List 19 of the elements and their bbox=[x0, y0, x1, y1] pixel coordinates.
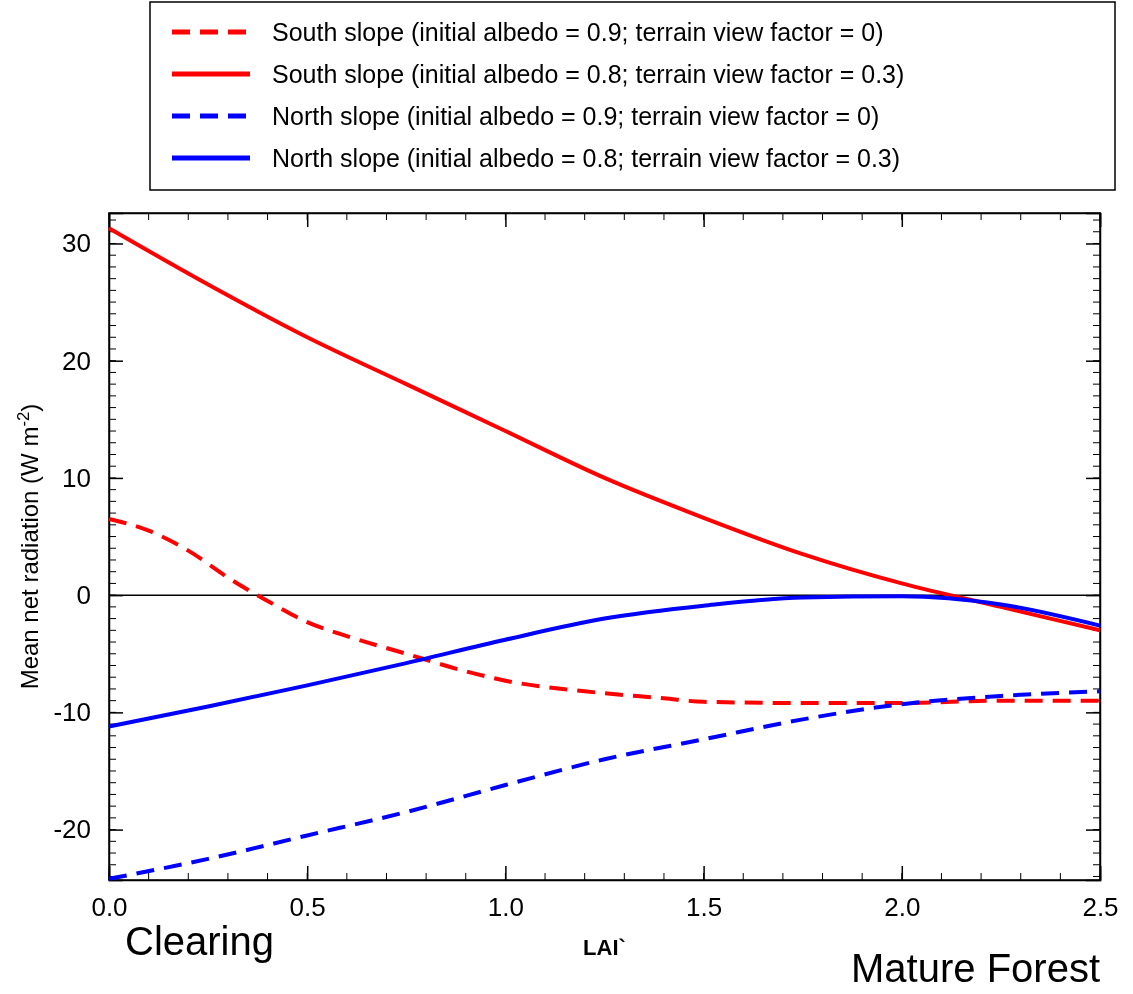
text: Clearing bbox=[125, 919, 274, 963]
x-tick-label: 1.0 bbox=[487, 892, 524, 923]
y-tick-label: -20 bbox=[53, 814, 91, 845]
x-tick-label: 1.5 bbox=[686, 892, 723, 923]
legend-label: North slope (initial albedo = 0.8; terrain view factor = 0.3) bbox=[272, 144, 901, 172]
legend-label: South slope (initial albedo = 0.9; terrain view factor = 0) bbox=[272, 18, 884, 46]
legend-label: North slope (initial albedo = 0.9; terrain view factor = 0) bbox=[272, 102, 880, 130]
x-axis-title: LAI` bbox=[583, 935, 626, 960]
y-tick-label: 20 bbox=[62, 345, 91, 376]
y-tick-label: 10 bbox=[62, 462, 91, 493]
x-tick-label: 0.5 bbox=[289, 892, 326, 923]
y-tick-label: 0 bbox=[76, 579, 91, 610]
y-tick-label: -10 bbox=[53, 697, 91, 728]
x-tick-label: 2.0 bbox=[884, 892, 921, 923]
legend-label: South slope (initial albedo = 0.8; terrain view factor = 0.3) bbox=[272, 60, 905, 88]
text: Mature Forest bbox=[851, 946, 1100, 990]
x-tick-label: 0.0 bbox=[91, 892, 128, 923]
x-tick-label: 2.5 bbox=[1082, 892, 1119, 923]
y-tick-label: 30 bbox=[62, 228, 91, 259]
